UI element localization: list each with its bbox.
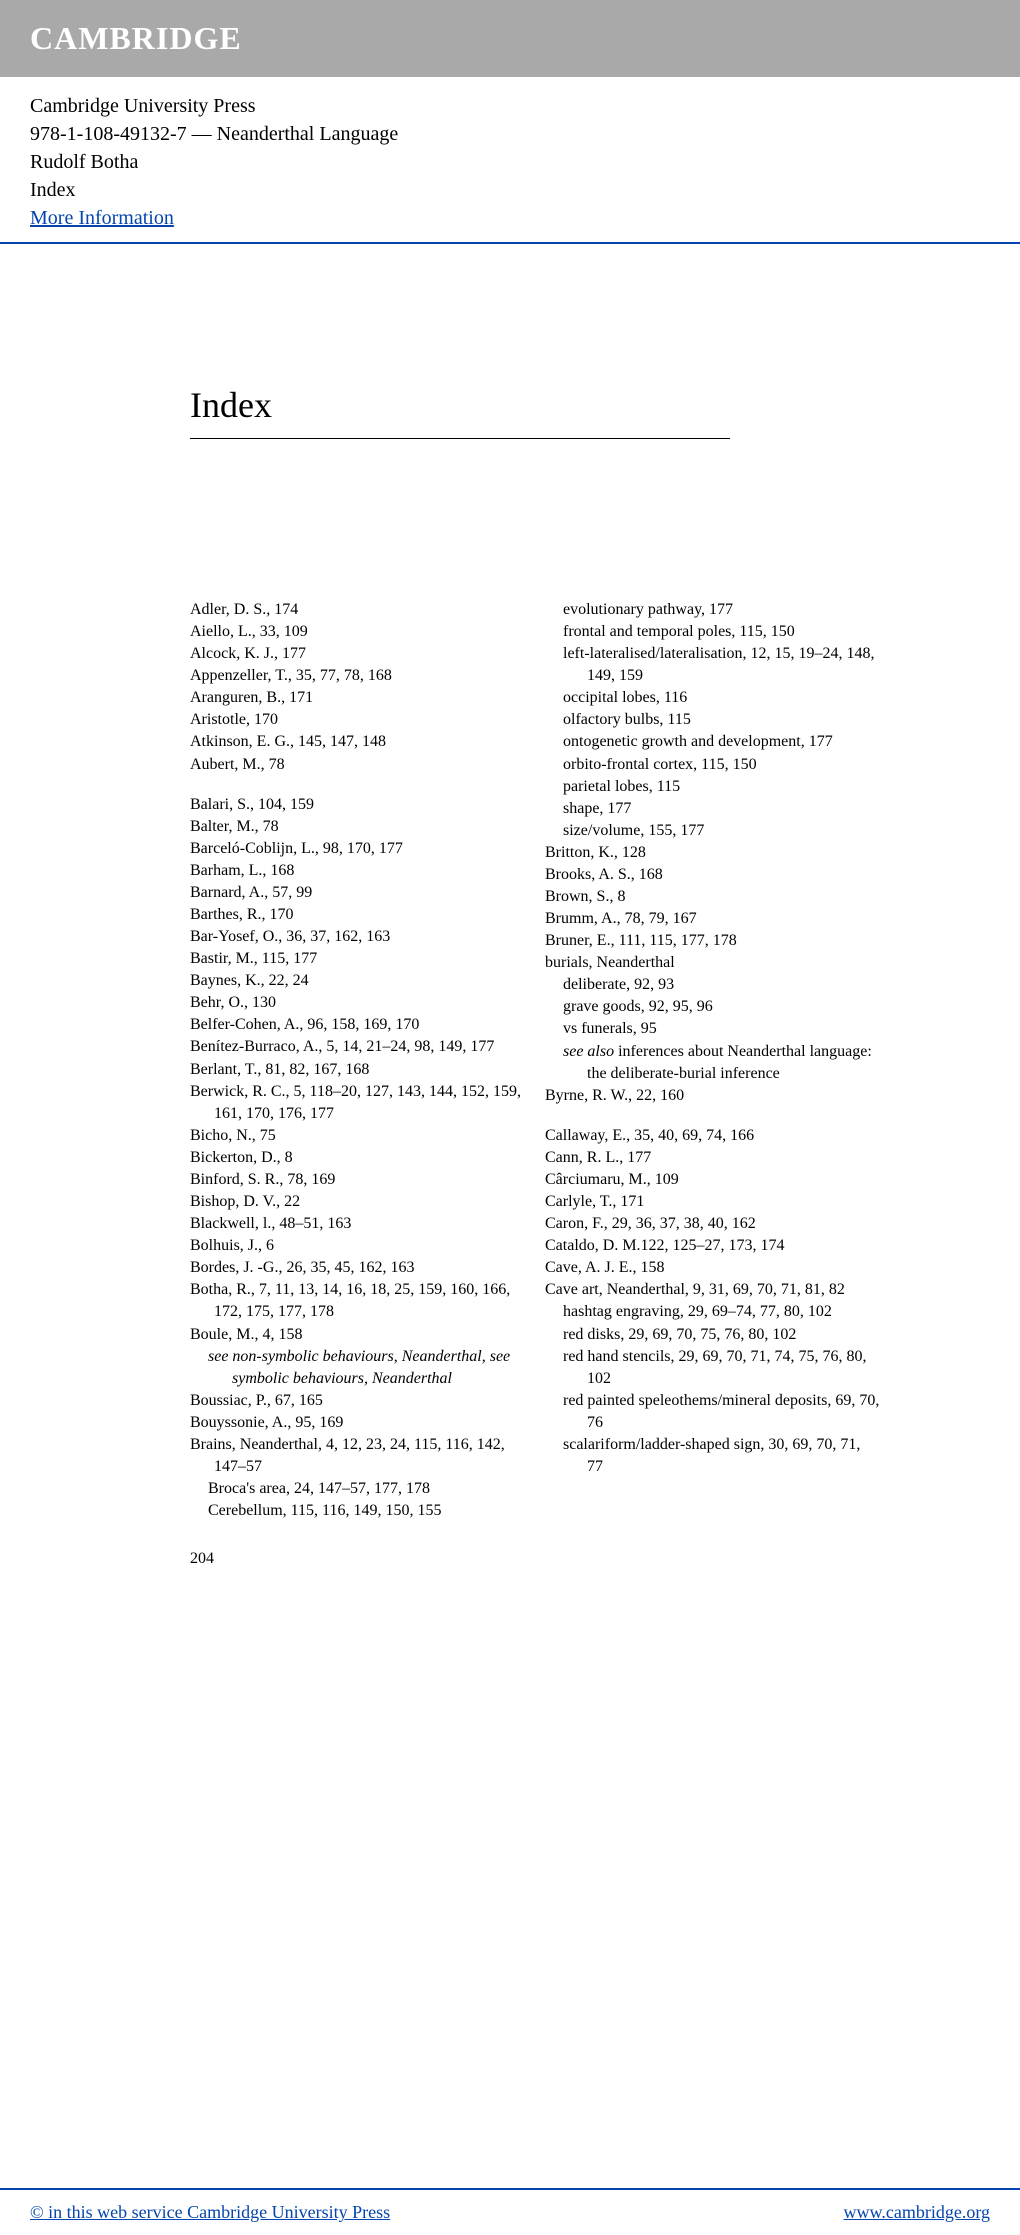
index-entry: Brains, Neanderthal, 4, 12, 23, 24, 115,… <box>190 1434 525 1478</box>
index-entry: Bolhuis, J., 6 <box>190 1235 525 1257</box>
index-entry: Cârciumaru, M., 109 <box>545 1169 880 1191</box>
meta-author: Rudolf Botha <box>30 148 990 176</box>
page-content: Index Adler, D. S., 174Aiello, L., 33, 1… <box>0 244 1020 1648</box>
index-entry: Byrne, R. W., 22, 160 <box>545 1085 880 1107</box>
index-entry: Cann, R. L., 177 <box>545 1147 880 1169</box>
index-entry: left-lateralised/lateralisation, 12, 15,… <box>545 643 880 687</box>
footer-copyright-link[interactable]: © in this web service Cambridge Universi… <box>30 2202 390 2223</box>
index-entry: Brown, S., 8 <box>545 886 880 908</box>
footer-url-link[interactable]: www.cambridge.org <box>844 2202 990 2223</box>
index-entry: Bastir, M., 115, 177 <box>190 948 525 970</box>
index-entry: Bouyssonie, A., 95, 169 <box>190 1412 525 1434</box>
header-bar: CAMBRIDGE <box>0 0 1020 77</box>
index-entry: Cataldo, D. M.122, 125–27, 173, 174 <box>545 1235 880 1257</box>
index-entry: orbito-frontal cortex, 115, 150 <box>545 754 880 776</box>
index-entry: Belfer-Cohen, A., 96, 158, 169, 170 <box>190 1014 525 1036</box>
index-entry: Britton, K., 128 <box>545 842 880 864</box>
publisher-logo: CAMBRIDGE <box>30 20 990 57</box>
index-entry: Bruner, E., 111, 115, 177, 178 <box>545 930 880 952</box>
index-entry: olfactory bulbs, 115 <box>545 709 880 731</box>
index-entry: hashtag engraving, 29, 69–74, 77, 80, 10… <box>545 1301 880 1323</box>
meta-section: Index <box>30 176 990 204</box>
index-entry: size/volume, 155, 177 <box>545 820 880 842</box>
index-entry: Alcock, K. J., 177 <box>190 643 525 665</box>
footer-spacer <box>0 1648 1020 2188</box>
meta-publisher: Cambridge University Press <box>30 92 990 120</box>
index-entry: Cave, A. J. E., 158 <box>545 1257 880 1279</box>
meta-isbn-title: 978-1-108-49132-7 — Neanderthal Language <box>30 120 990 148</box>
index-entry: Binford, S. R., 78, 169 <box>190 1169 525 1191</box>
index-entry: scalariform/ladder-shaped sign, 30, 69, … <box>545 1434 880 1478</box>
index-entry: Barceló-Coblijn, L., 98, 170, 177 <box>190 838 525 860</box>
index-entry: Aiello, L., 33, 109 <box>190 621 525 643</box>
index-title: Index <box>190 384 880 426</box>
index-entry: Boussiac, P., 67, 165 <box>190 1390 525 1412</box>
index-entry: Cerebellum, 115, 116, 149, 150, 155 <box>190 1500 525 1522</box>
index-entry: Barthes, R., 170 <box>190 904 525 926</box>
index-entry: Boule, M., 4, 158 <box>190 1324 525 1346</box>
index-entry: Carlyle, T., 171 <box>545 1191 880 1213</box>
index-entry: Bickerton, D., 8 <box>190 1147 525 1169</box>
index-entry: deliberate, 92, 93 <box>545 974 880 996</box>
index-column-right: evolutionary pathway, 177frontal and tem… <box>545 599 880 1522</box>
index-entry: Bishop, D. V., 22 <box>190 1191 525 1213</box>
index-entry: see also inferences about Neanderthal la… <box>545 1041 880 1085</box>
index-entry: Bordes, J. -G., 26, 35, 45, 162, 163 <box>190 1257 525 1279</box>
index-entry: ontogenetic growth and development, 177 <box>545 731 880 753</box>
index-entry: Bicho, N., 75 <box>190 1125 525 1147</box>
index-entry: Benítez-Burraco, A., 5, 14, 21–24, 98, 1… <box>190 1036 525 1058</box>
index-entry: evolutionary pathway, 177 <box>545 599 880 621</box>
index-entry: Barnard, A., 57, 99 <box>190 882 525 904</box>
index-entry: Brumm, A., 78, 79, 167 <box>545 908 880 930</box>
index-entry: Aubert, M., 78 <box>190 754 525 776</box>
index-entry: shape, 177 <box>545 798 880 820</box>
index-entry: Balter, M., 78 <box>190 816 525 838</box>
index-entry: Botha, R., 7, 11, 13, 14, 16, 18, 25, 15… <box>190 1279 525 1323</box>
index-entry: Behr, O., 130 <box>190 992 525 1014</box>
index-entry: Adler, D. S., 174 <box>190 599 525 621</box>
more-information-link[interactable]: More Information <box>30 207 174 229</box>
index-entry: grave goods, 92, 95, 96 <box>545 996 880 1018</box>
index-entry: Broca's area, 24, 147–57, 177, 178 <box>190 1478 525 1500</box>
meta-block: Cambridge University Press 978-1-108-491… <box>0 77 1020 242</box>
index-entry: frontal and temporal poles, 115, 150 <box>545 621 880 643</box>
index-entry: red hand stencils, 29, 69, 70, 71, 74, 7… <box>545 1346 880 1390</box>
page-number: 204 <box>190 1550 880 1568</box>
index-entry: see non-symbolic behaviours, Neanderthal… <box>190 1346 525 1390</box>
index-entry: red disks, 29, 69, 70, 75, 76, 80, 102 <box>545 1324 880 1346</box>
index-entry: Baynes, K., 22, 24 <box>190 970 525 992</box>
index-entry: Bar-Yosef, O., 36, 37, 162, 163 <box>190 926 525 948</box>
index-entry: Callaway, E., 35, 40, 69, 74, 166 <box>545 1125 880 1147</box>
index-entry: Caron, F., 29, 36, 37, 38, 40, 162 <box>545 1213 880 1235</box>
index-entry: occipital lobes, 116 <box>545 687 880 709</box>
index-entry: Atkinson, E. G., 145, 147, 148 <box>190 731 525 753</box>
index-entry: red painted speleothems/mineral deposits… <box>545 1390 880 1434</box>
index-title-rule <box>190 438 730 439</box>
index-entry: Barham, L., 168 <box>190 860 525 882</box>
footer: © in this web service Cambridge Universi… <box>0 2190 1020 2235</box>
index-entry: Aristotle, 170 <box>190 709 525 731</box>
index-entry: Blackwell, l., 48–51, 163 <box>190 1213 525 1235</box>
index-entry: burials, Neanderthal <box>545 952 880 974</box>
index-entry: Appenzeller, T., 35, 77, 78, 168 <box>190 665 525 687</box>
index-column-left: Adler, D. S., 174Aiello, L., 33, 109Alco… <box>190 599 525 1522</box>
index-entry: Brooks, A. S., 168 <box>545 864 880 886</box>
index-gap <box>545 1107 880 1125</box>
index-entry: Balari, S., 104, 159 <box>190 794 525 816</box>
index-entry: Berwick, R. C., 5, 118–20, 127, 143, 144… <box>190 1081 525 1125</box>
index-entry: vs funerals, 95 <box>545 1018 880 1040</box>
index-columns: Adler, D. S., 174Aiello, L., 33, 109Alco… <box>190 599 880 1522</box>
index-entry: Aranguren, B., 171 <box>190 687 525 709</box>
index-entry: Cave art, Neanderthal, 9, 31, 69, 70, 71… <box>545 1279 880 1301</box>
index-gap <box>190 776 525 794</box>
index-entry: parietal lobes, 115 <box>545 776 880 798</box>
index-entry: Berlant, T., 81, 82, 167, 168 <box>190 1059 525 1081</box>
